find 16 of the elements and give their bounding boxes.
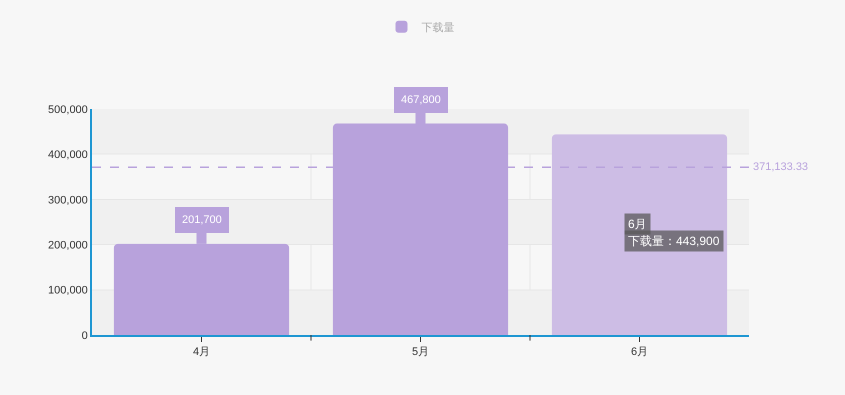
x-tick-label: 5月 (412, 346, 430, 358)
annotation: 6月 (628, 217, 647, 231)
y-tick-label: 500,000 (48, 104, 88, 116)
x-tick-label: 4月 (192, 346, 210, 358)
y-tick-label: 0 (82, 330, 88, 342)
y-tick-label: 100,000 (48, 284, 88, 297)
annotation: 下载量：443,900 (628, 234, 720, 248)
bar (552, 134, 728, 335)
annotation: 467,800 (401, 94, 441, 106)
y-tick-label: 200,000 (48, 239, 88, 252)
annotation: 201,700 (182, 214, 222, 226)
ref-line-label: 371,133.33 (753, 161, 808, 173)
legend-label: 下载量 (422, 20, 454, 34)
y-tick-label: 300,000 (48, 194, 88, 206)
y-tick-label: 400,000 (48, 149, 88, 162)
x-tick-label: 6月 (630, 346, 648, 358)
